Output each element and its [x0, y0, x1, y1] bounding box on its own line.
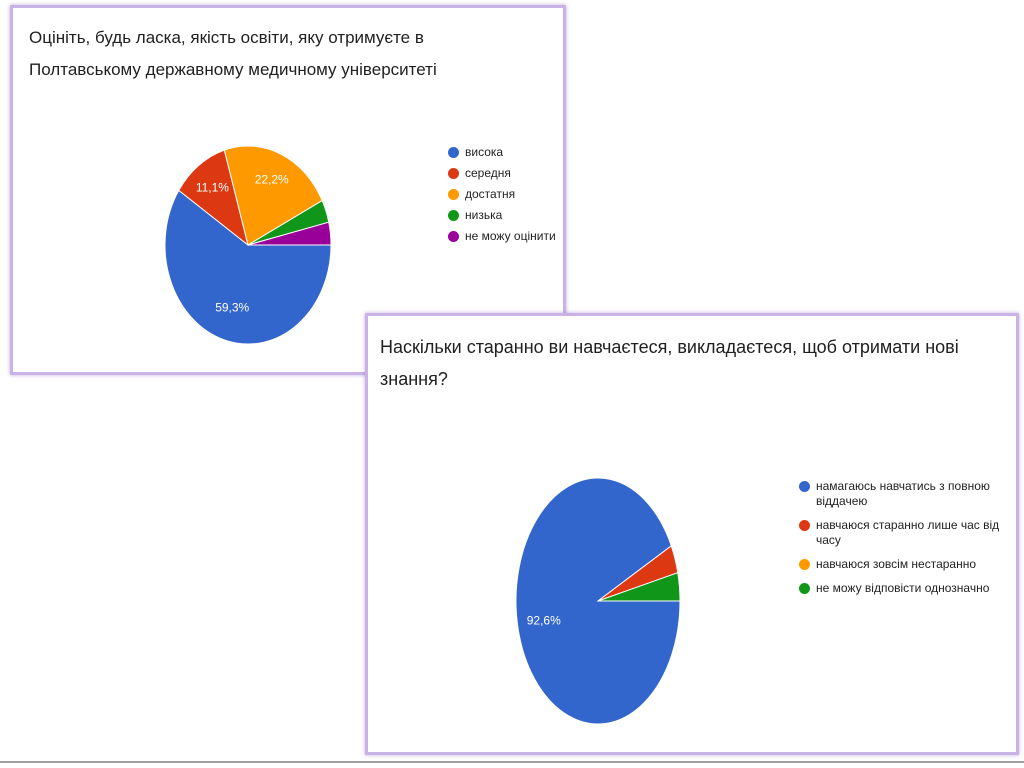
chart-card-quality: Оцініть, будь ласка, якість освіти, яку … — [10, 5, 566, 375]
legend-swatch — [799, 481, 810, 492]
pie-slice[interactable] — [178, 149, 249, 247]
legend-label: не можу відповісти однозначно — [816, 581, 990, 595]
legend-label: середня — [465, 166, 511, 180]
legend-swatch — [448, 189, 459, 200]
slice-label: 11,1% — [196, 181, 229, 195]
legend-label: висока — [465, 145, 504, 159]
divider — [0, 761, 1024, 763]
legend-swatch — [799, 520, 810, 531]
legend-label: не можу оцінити — [465, 229, 556, 243]
legend-label: низька — [465, 208, 503, 222]
pie-slice[interactable] — [247, 221, 332, 246]
chart-card-diligence: Наскільки старанно ви навчаєтеся, виклад… — [365, 313, 1019, 755]
legend-swatch — [448, 147, 459, 158]
legend-swatch — [448, 168, 459, 179]
chart-title: Наскільки старанно ви навчаєтеся, виклад… — [380, 337, 959, 389]
pie-chart: 59,3% 11,1% 22,2% — [164, 145, 332, 345]
legend-swatch — [448, 231, 459, 242]
legend-label: навчаюся зовсім нестаранно — [816, 557, 977, 571]
pie-slice[interactable] — [597, 571, 681, 602]
pie-slice[interactable] — [223, 145, 323, 246]
chart-title: Оцініть, будь ласка, якість освіти, яку … — [29, 28, 437, 79]
chart-legend: намагаюсь навчатись з повною віддачею нав… — [799, 479, 1019, 605]
legend-item: навчаюся старанно лише час від часу — [799, 518, 1019, 548]
legend-label: навчаюся старанно лише час від часу — [816, 518, 1000, 547]
slice-label: 59,3% — [215, 301, 249, 315]
legend-swatch — [448, 210, 459, 221]
legend-item: навчаюся зовсім нестаранно — [799, 557, 1019, 572]
legend-item: намагаюсь навчатись з повною віддачею — [799, 479, 1019, 509]
legend-item: висока — [448, 145, 568, 160]
slice-label: 22,2% — [255, 173, 289, 187]
legend-item: достатня — [448, 187, 568, 202]
pie-chart: 92,6% — [515, 477, 681, 725]
legend-swatch — [799, 559, 810, 570]
legend-item: середня — [448, 166, 568, 181]
legend-item: низька — [448, 208, 568, 223]
legend-item: не можу оцінити — [448, 229, 568, 244]
chart-legend: висока середня достатня низька не можу оціни… — [448, 145, 568, 250]
legend-label: намагаюсь навчатись з повною віддачею — [816, 479, 990, 508]
legend-item: не можу відповісти однозначно — [799, 581, 1019, 596]
pie-slice[interactable] — [164, 189, 332, 345]
legend-swatch — [799, 583, 810, 594]
slice-label: 92,6% — [527, 613, 561, 627]
legend-label: достатня — [465, 187, 516, 201]
